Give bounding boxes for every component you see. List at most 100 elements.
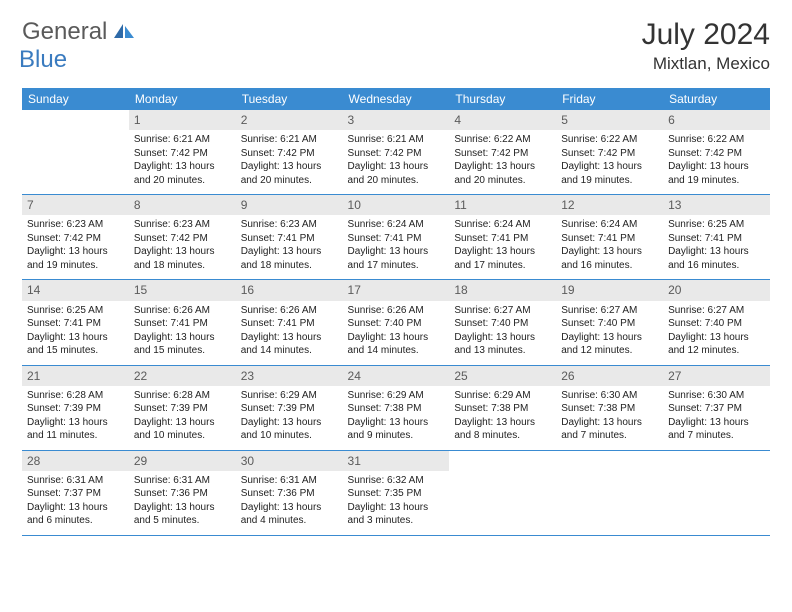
daylight-text: and 14 minutes. <box>241 344 338 358</box>
sunrise-text: Sunrise: 6:21 AM <box>134 133 231 147</box>
day-number: 17 <box>343 280 450 300</box>
day-info: Sunrise: 6:27 AMSunset: 7:40 PMDaylight:… <box>556 301 663 365</box>
day-header: Saturday <box>663 88 770 110</box>
calendar-cell <box>556 450 663 535</box>
daylight-text: Daylight: 13 hours <box>561 331 658 345</box>
day-number: 31 <box>343 451 450 471</box>
daylight-text: Daylight: 13 hours <box>134 331 231 345</box>
day-header: Sunday <box>22 88 129 110</box>
day-number: 30 <box>236 451 343 471</box>
day-info: Sunrise: 6:26 AMSunset: 7:41 PMDaylight:… <box>129 301 236 365</box>
daylight-text: Daylight: 13 hours <box>561 245 658 259</box>
daylight-text: and 12 minutes. <box>561 344 658 358</box>
daylight-text: Daylight: 13 hours <box>454 245 551 259</box>
sunrise-text: Sunrise: 6:22 AM <box>454 133 551 147</box>
day-number: 20 <box>663 280 770 300</box>
sunrise-text: Sunrise: 6:21 AM <box>348 133 445 147</box>
daylight-text: and 14 minutes. <box>348 344 445 358</box>
sunset-text: Sunset: 7:40 PM <box>561 317 658 331</box>
daylight-text: Daylight: 13 hours <box>241 245 338 259</box>
day-number: 22 <box>129 366 236 386</box>
sunset-text: Sunset: 7:41 PM <box>241 232 338 246</box>
day-header: Thursday <box>449 88 556 110</box>
day-info: Sunrise: 6:30 AMSunset: 7:38 PMDaylight:… <box>556 386 663 450</box>
day-info: Sunrise: 6:22 AMSunset: 7:42 PMDaylight:… <box>556 130 663 194</box>
calendar-cell: 4Sunrise: 6:22 AMSunset: 7:42 PMDaylight… <box>449 110 556 195</box>
sunset-text: Sunset: 7:42 PM <box>348 147 445 161</box>
daylight-text: Daylight: 13 hours <box>27 331 124 345</box>
calendar-cell: 29Sunrise: 6:31 AMSunset: 7:36 PMDayligh… <box>129 450 236 535</box>
day-number: 8 <box>129 195 236 215</box>
day-header: Tuesday <box>236 88 343 110</box>
month-title: July 2024 <box>642 18 770 52</box>
calendar-cell: 2Sunrise: 6:21 AMSunset: 7:42 PMDaylight… <box>236 110 343 195</box>
day-number: 3 <box>343 110 450 130</box>
daylight-text: and 10 minutes. <box>134 429 231 443</box>
daylight-text: Daylight: 13 hours <box>27 501 124 515</box>
daylight-text: Daylight: 13 hours <box>348 331 445 345</box>
day-number: 25 <box>449 366 556 386</box>
sunset-text: Sunset: 7:41 PM <box>348 232 445 246</box>
daylight-text: Daylight: 13 hours <box>454 160 551 174</box>
sunrise-text: Sunrise: 6:31 AM <box>134 474 231 488</box>
calendar-cell: 23Sunrise: 6:29 AMSunset: 7:39 PMDayligh… <box>236 365 343 450</box>
day-info: Sunrise: 6:25 AMSunset: 7:41 PMDaylight:… <box>663 215 770 279</box>
sunrise-text: Sunrise: 6:31 AM <box>241 474 338 488</box>
daylight-text: Daylight: 13 hours <box>668 416 765 430</box>
sunset-text: Sunset: 7:41 PM <box>668 232 765 246</box>
calendar-week-row: 28Sunrise: 6:31 AMSunset: 7:37 PMDayligh… <box>22 450 770 535</box>
day-number: 13 <box>663 195 770 215</box>
daylight-text: Daylight: 13 hours <box>241 331 338 345</box>
day-info: Sunrise: 6:21 AMSunset: 7:42 PMDaylight:… <box>236 130 343 194</box>
calendar-week-row: 21Sunrise: 6:28 AMSunset: 7:39 PMDayligh… <box>22 365 770 450</box>
sunset-text: Sunset: 7:39 PM <box>27 402 124 416</box>
sunrise-text: Sunrise: 6:29 AM <box>241 389 338 403</box>
calendar-cell: 5Sunrise: 6:22 AMSunset: 7:42 PMDaylight… <box>556 110 663 195</box>
daylight-text: Daylight: 13 hours <box>454 416 551 430</box>
sunset-text: Sunset: 7:40 PM <box>348 317 445 331</box>
sunrise-text: Sunrise: 6:29 AM <box>348 389 445 403</box>
daylight-text: Daylight: 13 hours <box>668 245 765 259</box>
daylight-text: and 20 minutes. <box>134 174 231 188</box>
daylight-text: Daylight: 13 hours <box>561 416 658 430</box>
day-info: Sunrise: 6:22 AMSunset: 7:42 PMDaylight:… <box>449 130 556 194</box>
sunrise-text: Sunrise: 6:27 AM <box>454 304 551 318</box>
day-number: 23 <box>236 366 343 386</box>
day-number: 14 <box>22 280 129 300</box>
day-info: Sunrise: 6:29 AMSunset: 7:39 PMDaylight:… <box>236 386 343 450</box>
daylight-text: Daylight: 13 hours <box>348 501 445 515</box>
sunset-text: Sunset: 7:42 PM <box>134 232 231 246</box>
day-number: 2 <box>236 110 343 130</box>
calendar-table: Sunday Monday Tuesday Wednesday Thursday… <box>22 88 770 536</box>
sunset-text: Sunset: 7:42 PM <box>241 147 338 161</box>
day-header: Wednesday <box>343 88 450 110</box>
daylight-text: and 13 minutes. <box>454 344 551 358</box>
daylight-text: and 19 minutes. <box>668 174 765 188</box>
daylight-text: and 16 minutes. <box>668 259 765 273</box>
day-number: 6 <box>663 110 770 130</box>
calendar-cell: 16Sunrise: 6:26 AMSunset: 7:41 PMDayligh… <box>236 280 343 365</box>
daylight-text: and 4 minutes. <box>241 514 338 528</box>
sunset-text: Sunset: 7:42 PM <box>134 147 231 161</box>
calendar-cell: 31Sunrise: 6:32 AMSunset: 7:35 PMDayligh… <box>343 450 450 535</box>
daylight-text: and 7 minutes. <box>668 429 765 443</box>
daylight-text: Daylight: 13 hours <box>134 416 231 430</box>
day-header: Friday <box>556 88 663 110</box>
sunset-text: Sunset: 7:38 PM <box>454 402 551 416</box>
page-header: General Blue July 2024 Mixtlan, Mexico <box>22 18 770 74</box>
day-number: 18 <box>449 280 556 300</box>
sunset-text: Sunset: 7:39 PM <box>134 402 231 416</box>
daylight-text: and 3 minutes. <box>348 514 445 528</box>
calendar-cell: 9Sunrise: 6:23 AMSunset: 7:41 PMDaylight… <box>236 195 343 280</box>
day-info: Sunrise: 6:24 AMSunset: 7:41 PMDaylight:… <box>556 215 663 279</box>
daylight-text: and 15 minutes. <box>134 344 231 358</box>
daylight-text: and 7 minutes. <box>561 429 658 443</box>
location-label: Mixtlan, Mexico <box>642 54 770 74</box>
sunrise-text: Sunrise: 6:22 AM <box>668 133 765 147</box>
daylight-text: Daylight: 13 hours <box>134 160 231 174</box>
daylight-text: and 15 minutes. <box>27 344 124 358</box>
calendar-cell: 26Sunrise: 6:30 AMSunset: 7:38 PMDayligh… <box>556 365 663 450</box>
sunrise-text: Sunrise: 6:31 AM <box>27 474 124 488</box>
daylight-text: Daylight: 13 hours <box>134 245 231 259</box>
calendar-cell: 28Sunrise: 6:31 AMSunset: 7:37 PMDayligh… <box>22 450 129 535</box>
